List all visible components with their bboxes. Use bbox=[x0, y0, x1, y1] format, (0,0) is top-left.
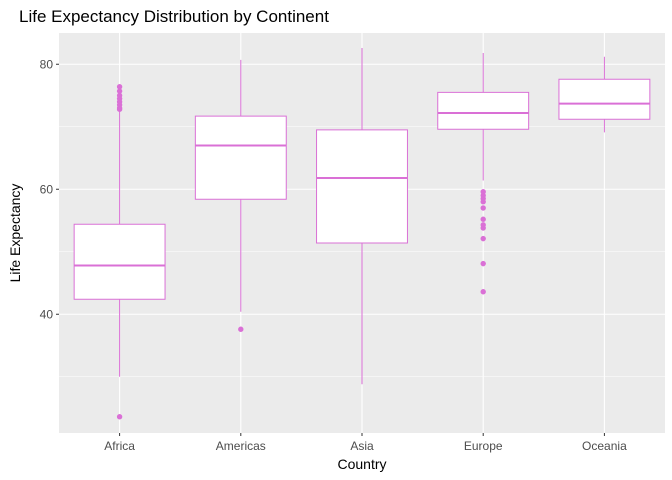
outlier-point bbox=[480, 192, 486, 199]
x-axis-title: Country bbox=[337, 456, 386, 472]
box-asia bbox=[316, 48, 408, 385]
x-tick-label: Asia bbox=[350, 439, 374, 453]
chart-title: Life Expectancy Distribution by Continen… bbox=[19, 7, 329, 26]
outlier-point bbox=[116, 88, 123, 94]
y-tick-label: 40 bbox=[40, 307, 54, 321]
box-europe bbox=[437, 53, 530, 295]
outlier-point bbox=[116, 84, 123, 90]
outlier-point bbox=[116, 92, 123, 99]
outlier-point bbox=[480, 205, 486, 211]
x-tick-label: Europe bbox=[464, 439, 503, 453]
y-tick-label: 80 bbox=[40, 57, 54, 71]
y-axis-title: Life Expectancy bbox=[7, 184, 23, 283]
box-iqr bbox=[437, 91, 530, 130]
outlier-point bbox=[480, 222, 486, 228]
box-iqr bbox=[316, 129, 408, 244]
box-africa bbox=[73, 84, 166, 420]
outlier-point bbox=[480, 289, 486, 295]
y-axis: 40 60 80 bbox=[40, 57, 59, 321]
x-axis: Africa Americas Asia Europe Oceania bbox=[104, 433, 627, 453]
x-tick-label: Americas bbox=[216, 439, 266, 453]
outlier-point bbox=[116, 414, 123, 420]
x-tick-label: Oceania bbox=[582, 439, 627, 453]
box-iqr bbox=[194, 115, 287, 200]
box-americas bbox=[194, 59, 287, 332]
outlier-point bbox=[238, 326, 244, 332]
outlier-point bbox=[480, 216, 486, 222]
y-tick-label: 60 bbox=[40, 182, 54, 196]
outlier-point bbox=[480, 260, 486, 267]
outlier-point bbox=[480, 235, 486, 242]
box-iqr bbox=[73, 223, 166, 300]
box-series bbox=[73, 48, 651, 420]
box-iqr bbox=[558, 78, 651, 120]
outlier-point bbox=[480, 189, 486, 195]
x-tick-label: Africa bbox=[104, 439, 135, 453]
box-oceania bbox=[558, 56, 651, 133]
